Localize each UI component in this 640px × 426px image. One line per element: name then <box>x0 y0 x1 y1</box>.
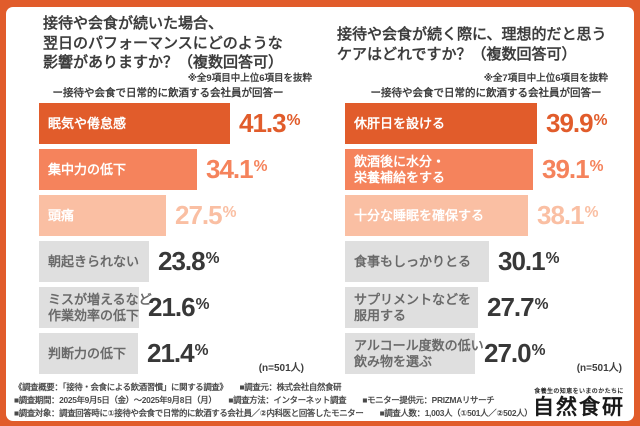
sample-size-label: (n=501人) <box>258 363 304 374</box>
percent-sign: % <box>545 250 560 268</box>
bar-label: サプリメントなどを 服用する <box>354 291 472 323</box>
chart-row: 休肝日を設ける 39.9% <box>345 103 634 144</box>
bar: 朝起きられない <box>39 241 149 282</box>
bar: アルコール度数の低い 飲み物を選ぶ <box>345 333 484 374</box>
bar-value: 34.1% <box>206 154 268 184</box>
survey-detail-line: ■調査期間：2025年9月5日（金）～2025年9月8日（月） ■調査方法：イン… <box>14 395 495 405</box>
logo-tagline: 食養生の知恵をいまのかたちに <box>534 389 624 395</box>
percent-sign: % <box>534 296 549 314</box>
bar: 飲酒後に水分・ 栄養補給をする <box>345 149 533 190</box>
chart-row: 飲酒後に水分・ 栄養補給をする 39.1% <box>345 149 634 190</box>
bar-label: 集中力の低下 <box>48 161 127 177</box>
percent-sign: % <box>253 158 268 176</box>
bar-value: 39.1% <box>542 154 604 184</box>
bar: サプリメントなどを 服用する <box>345 287 478 328</box>
bar-value: 39.9% <box>546 108 608 138</box>
bar-value: 21.6% <box>148 292 210 322</box>
bar-rows: 休肝日を設ける 39.9% 飲酒後に水分・ 栄養補給をする 39.1% 十分な睡眠を確保… <box>330 103 634 374</box>
percent-sign: % <box>205 250 220 268</box>
bar-value: 27.0% <box>484 338 546 368</box>
bar: 十分な睡眠を確保する <box>345 195 528 236</box>
chart-subtitle: ー接待や会食で日常的に飲酒する会社員が回答ー <box>52 87 284 99</box>
bar-label: 食事もしっかりとる <box>354 253 472 269</box>
chart-row: 朝起きられない 23.8% <box>39 241 324 282</box>
bar-label: 休肝日を設ける <box>354 115 446 131</box>
bar: 食事もしっかりとる <box>345 241 489 282</box>
bar-label: 判断力の低下 <box>48 345 127 361</box>
bar: 眠気や倦怠感 <box>39 103 230 144</box>
sample-size-label: (n=501人) <box>576 363 622 374</box>
percent-sign: % <box>589 158 604 176</box>
chart-row: アルコール度数の低い 飲み物を選ぶ 27.0% <box>345 333 634 374</box>
percent-sign: % <box>194 342 209 360</box>
bar-label: 朝起きられない <box>48 253 140 269</box>
chart-title: 接待や会食が続く際に、理想的だと思う ケアはどれですか？（複数回答可） <box>337 26 607 63</box>
survey-details: 《調査概要：「接待・会食による飲酒習慣」に関する調査》 ■調査元：株式会社自然食… <box>14 381 548 420</box>
bar-value: 23.8% <box>158 246 220 276</box>
chart-note: ※全7項目中上位6項目を抜粋 <box>483 73 608 84</box>
chart-header: 接待や会食が続いた場合、 翌日のパフォーマンスにどのような 影響がありますか？（… <box>12 7 324 103</box>
percent-sign: % <box>195 296 210 314</box>
bar-value: 27.7% <box>487 292 549 322</box>
percent-sign: % <box>286 112 301 130</box>
bar-label: 頭痛 <box>48 207 75 223</box>
bar-value: 27.5% <box>175 200 237 230</box>
company-logo: 食養生の知恵をいまのかたちに 自然食研 <box>530 386 628 419</box>
survey-detail-line: 《調査概要：「接待・会食による飲酒習慣」に関する調査》 ■調査元：株式会社自然食… <box>14 382 342 392</box>
chart-row: 食事もしっかりとる 30.1% <box>345 241 634 282</box>
chart-header: 接待や会食が続く際に、理想的だと思う ケアはどれですか？（複数回答可） ※全7項… <box>330 7 634 103</box>
chart-row: 判断力の低下 21.4% <box>39 333 324 374</box>
bar-value: 41.3% <box>239 108 301 138</box>
bar-label: 飲酒後に水分・ 栄養補給をする <box>354 153 446 185</box>
bar: 休肝日を設ける <box>345 103 537 144</box>
survey-overview-footer: 《調査概要：「接待・会食による飲酒習慣」に関する調査》 ■調査元：株式会社自然食… <box>14 381 630 420</box>
percent-sign: % <box>584 204 599 222</box>
percent-sign: % <box>593 112 608 130</box>
chart-subtitle: ー接待や会食で日常的に飲酒する会社員が回答ー <box>370 87 602 99</box>
bar-rows: 眠気や倦怠感 41.3% 集中力の低下 34.1% 頭痛 27.5% 朝起きられない 23.8… <box>12 103 324 374</box>
bar: 集中力の低下 <box>39 149 197 190</box>
chart-row: 頭痛 27.5% <box>39 195 324 236</box>
chart-note: ※全9項目中上位6項目を抜粋 <box>187 73 312 84</box>
bar-label: 十分な睡眠を確保する <box>354 207 485 223</box>
bar: 判断力の低下 <box>39 333 138 374</box>
logo-name: 自然食研 <box>533 395 625 419</box>
percent-sign: % <box>222 204 237 222</box>
bar-value: 21.4% <box>147 338 209 368</box>
percent-sign: % <box>531 342 546 360</box>
chart-row: 眠気や倦怠感 41.3% <box>39 103 324 144</box>
bar-label: アルコール度数の低い 飲み物を選ぶ <box>354 337 484 369</box>
bar-label: 眠気や倦怠感 <box>48 115 127 131</box>
content-area: 接待や会食が続いた場合、 翌日のパフォーマンスにどのような 影響がありますか？（… <box>6 7 634 421</box>
bar-value: 38.1% <box>537 200 599 230</box>
bar: ミスが増えるなど 作業効率の低下 <box>39 287 152 328</box>
chart-row: 十分な睡眠を確保する 38.1% <box>345 195 634 236</box>
survey-detail-line: ■調査対象：調査回答時に①接待や会食で日常的に飲酒する会社員／②内科医と回答した… <box>14 408 533 418</box>
chart-row: サプリメントなどを 服用する 27.7% <box>345 287 634 328</box>
chart-ideal-care: 接待や会食が続く際に、理想的だと思う ケアはどれですか？（複数回答可） ※全7項… <box>330 7 634 377</box>
bar: 頭痛 <box>39 195 166 236</box>
chart-title: 接待や会食が続いた場合、 翌日のパフォーマンスにどのような 影響がありますか？（… <box>43 15 284 71</box>
chart-performance-impact: 接待や会食が続いた場合、 翌日のパフォーマンスにどのような 影響がありますか？（… <box>12 7 324 377</box>
chart-row: 集中力の低下 34.1% <box>39 149 324 190</box>
chart-row: ミスが増えるなど 作業効率の低下 21.6% <box>39 287 324 328</box>
bar-label: ミスが増えるなど 作業効率の低下 <box>48 291 152 323</box>
bar-value: 30.1% <box>498 246 560 276</box>
